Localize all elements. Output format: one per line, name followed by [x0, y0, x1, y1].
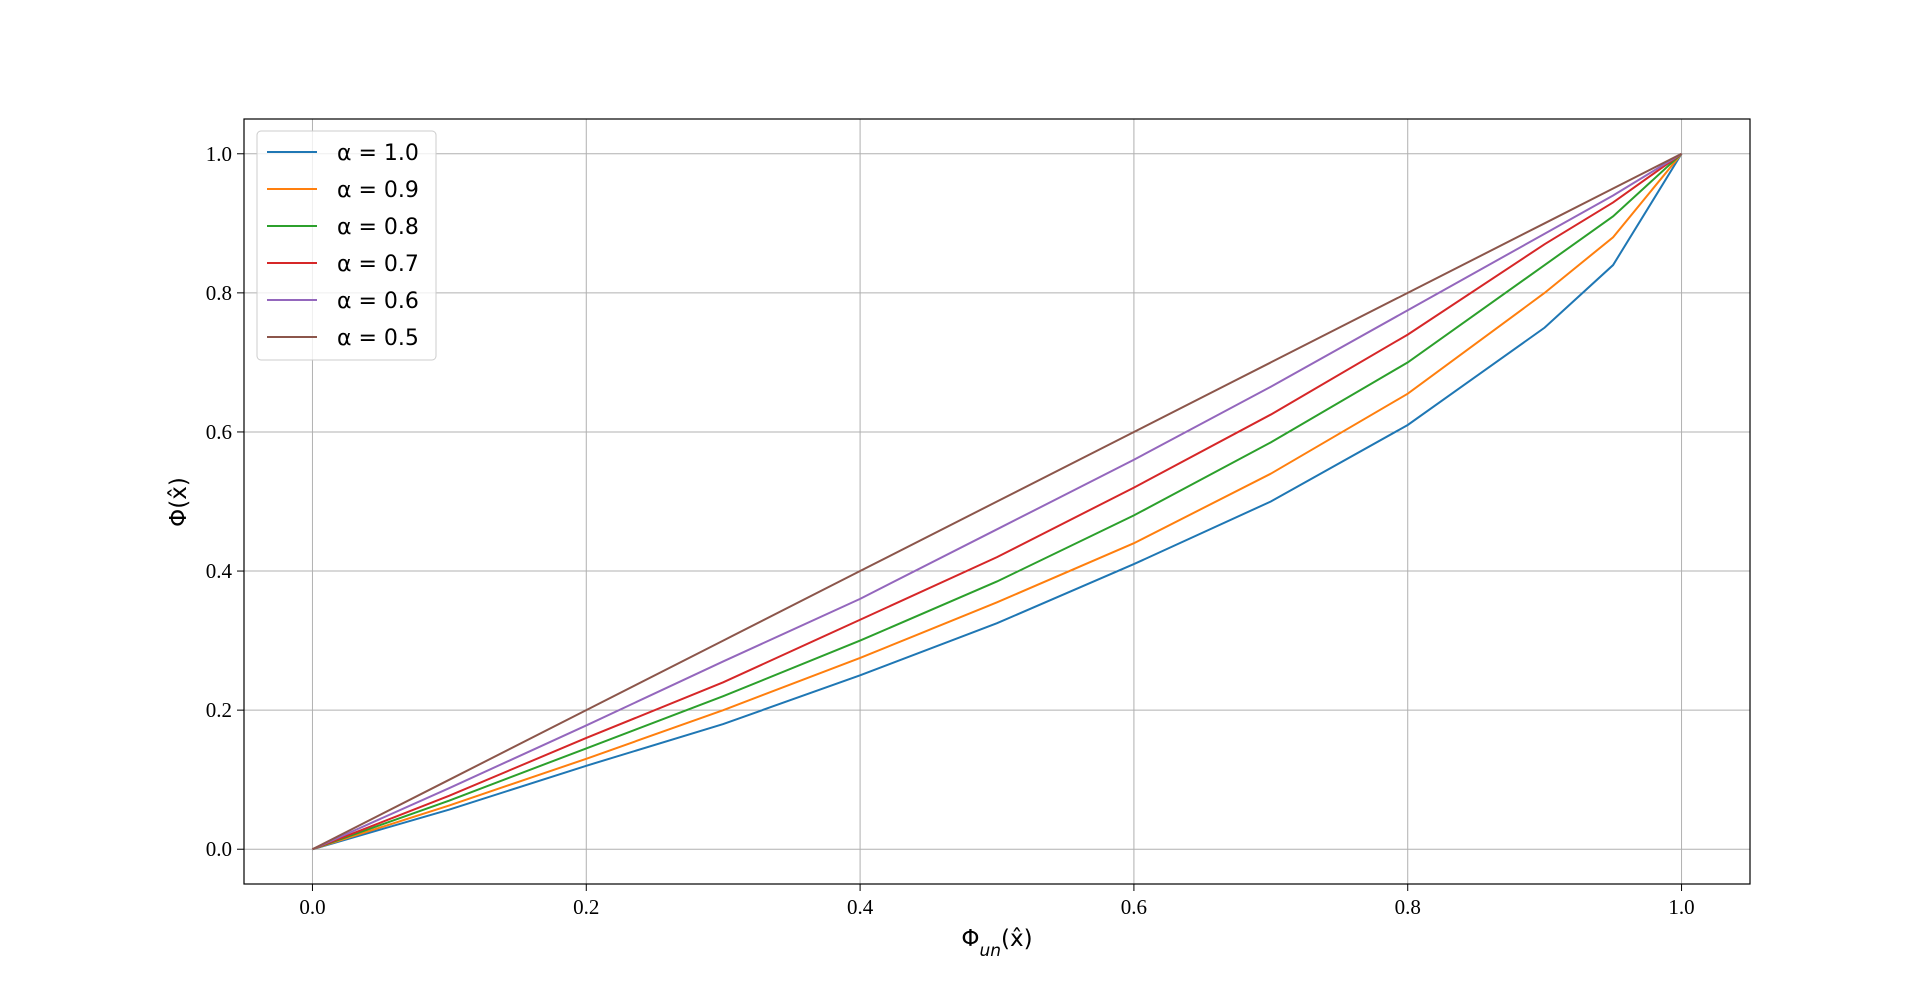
series-line [312, 152, 1683, 851]
series-line [312, 152, 1683, 851]
legend-label: α = 0.6 [337, 289, 419, 314]
legend-label: α = 0.8 [337, 215, 419, 240]
x-axis-label: Φun(x̂) [961, 926, 1032, 961]
series-line [312, 153, 1683, 851]
y-tick-label: 0.8 [206, 281, 232, 305]
legend-label: α = 0.9 [337, 178, 419, 203]
series-line [312, 153, 1683, 851]
y-tick-label: 0.0 [206, 837, 232, 861]
x-tick-label: 0.4 [847, 895, 874, 919]
legend-label: α = 1.0 [337, 141, 419, 166]
y-tick-label: 1.0 [206, 142, 232, 166]
plot-frame [243, 118, 1751, 885]
x-tick-label: 0.0 [299, 895, 325, 919]
y-tick-label: 0.4 [206, 559, 233, 583]
x-tick-label: 0.2 [573, 895, 599, 919]
x-tick-label: 0.6 [1121, 895, 1147, 919]
y-axis-label: Φ(x̂) [166, 477, 192, 527]
y-tick-label: 0.6 [206, 420, 232, 444]
series-line [312, 153, 1683, 851]
x-tick-label: 1.0 [1668, 895, 1694, 919]
y-tick-label: 0.2 [206, 698, 232, 722]
x-tick-label: 0.8 [1395, 895, 1421, 919]
legend-label: α = 0.5 [337, 326, 419, 351]
legend-label: α = 0.7 [337, 252, 419, 277]
legend: α = 1.0 α = 0.9 α = 0.8 α = 0.7 α = 0.6 α = 0… [256, 130, 437, 361]
series-line [312, 152, 1683, 851]
